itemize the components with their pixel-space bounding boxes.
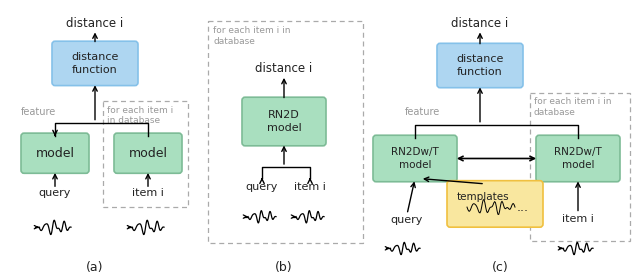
FancyBboxPatch shape — [21, 133, 89, 173]
Text: templates: templates — [456, 192, 509, 202]
Text: item i: item i — [132, 188, 164, 198]
Text: (c): (c) — [491, 261, 508, 274]
Bar — [103, 101, 188, 207]
Text: distance i: distance i — [67, 17, 124, 30]
Text: RN2Dw/T
model: RN2Dw/T model — [554, 147, 602, 170]
Text: distance
function: distance function — [71, 52, 119, 74]
Text: item i: item i — [562, 214, 594, 224]
Text: feature: feature — [404, 107, 440, 117]
Text: for each item i in
database: for each item i in database — [534, 97, 612, 116]
Text: query: query — [391, 215, 423, 225]
FancyBboxPatch shape — [447, 181, 543, 227]
Text: for each item i in
database: for each item i in database — [213, 26, 290, 46]
FancyBboxPatch shape — [114, 133, 182, 173]
Text: distance
function: distance function — [456, 54, 503, 77]
Text: feature: feature — [21, 107, 56, 117]
Text: distance i: distance i — [451, 17, 508, 30]
Bar — [208, 21, 363, 243]
Text: model: model — [36, 147, 75, 160]
Text: model: model — [129, 147, 167, 160]
FancyBboxPatch shape — [536, 135, 620, 182]
Text: RN2D
model: RN2D model — [267, 110, 301, 133]
Text: query: query — [39, 188, 71, 198]
FancyBboxPatch shape — [242, 97, 326, 146]
FancyBboxPatch shape — [437, 43, 523, 88]
FancyBboxPatch shape — [52, 41, 138, 86]
Bar — [530, 93, 630, 241]
Text: ...: ... — [517, 200, 529, 214]
Text: RN2Dw/T
model: RN2Dw/T model — [391, 147, 439, 170]
Text: (a): (a) — [86, 261, 104, 274]
Text: (b): (b) — [275, 261, 293, 274]
Text: distance i: distance i — [256, 62, 313, 75]
Text: for each item i
in database: for each item i in database — [107, 106, 173, 125]
Text: item i: item i — [294, 182, 326, 192]
FancyBboxPatch shape — [373, 135, 457, 182]
Text: query: query — [246, 182, 278, 192]
